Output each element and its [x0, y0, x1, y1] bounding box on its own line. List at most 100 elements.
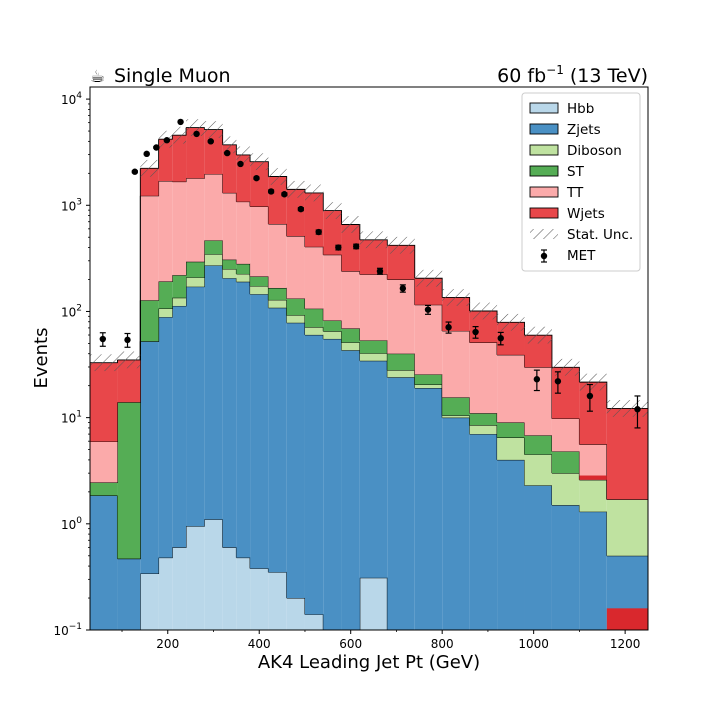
met-point-7	[193, 130, 200, 138]
legend-label: ST	[567, 164, 585, 180]
bar-zjets-5	[186, 286, 205, 527]
bar-tt-23	[579, 444, 607, 480]
plot-frame	[89, 86, 649, 631]
bar-zjets-21	[524, 485, 552, 630]
met-point-6	[177, 118, 184, 126]
bar-diboson-6	[204, 254, 223, 266]
bar-st-5	[186, 261, 205, 278]
stat-unc-band	[90, 119, 648, 417]
bar-wjets-14	[341, 224, 360, 272]
bar-zjets-12	[304, 334, 324, 615]
luminosity-value: 60 fb	[497, 65, 546, 87]
legend-swatch	[529, 123, 559, 135]
legend-entry-stat-unc-: Stat. Unc.	[530, 227, 633, 243]
bar-diboson-13	[323, 331, 342, 339]
legend-label: Wjets	[567, 206, 605, 222]
bar-zjets-16	[387, 377, 415, 630]
x-tick-label-0: 200	[156, 637, 179, 651]
met-point-23	[497, 331, 504, 346]
bar-hbb-10	[268, 572, 287, 630]
bar-diboson-22	[551, 473, 580, 506]
unc-bin-14	[341, 216, 360, 233]
bar-zjets-14	[341, 350, 360, 630]
bar-zjets-0	[90, 495, 118, 630]
y-tick-label-5: 104	[61, 91, 82, 107]
legend-label: TT	[566, 185, 584, 201]
highlight-wjets-1	[606, 608, 648, 630]
bar-diboson-23	[579, 479, 607, 512]
unc-bin-7	[222, 136, 237, 154]
met-point-11	[253, 174, 260, 182]
legend-label: Hbb	[567, 101, 594, 117]
legend-entry-hbb: Hbb	[529, 101, 594, 117]
bar-wjets-5	[186, 127, 205, 179]
legend-entry-zjets: Zjets	[529, 122, 601, 138]
bar-zjets-15	[359, 360, 388, 578]
bar-st-19	[469, 413, 498, 426]
met-point-20	[424, 304, 432, 315]
x-axis-label: AK4 Leading Jet Pt (GeV)	[258, 652, 480, 673]
unc-bin-22	[551, 358, 580, 376]
bar-hbb-13	[323, 630, 341, 635]
bar-wjets-0	[90, 362, 118, 442]
met-point-13	[281, 191, 288, 198]
bar-st-11	[286, 298, 305, 316]
bar-wjets-7	[222, 144, 237, 193]
bar-zjets-22	[551, 505, 580, 630]
x-tick-label-4: 1000	[518, 637, 549, 651]
bar-zjets-6	[204, 265, 223, 520]
bar-tt-8	[236, 201, 251, 264]
bar-hbb-9	[250, 568, 269, 630]
bar-st-15	[359, 340, 388, 354]
bar-wjets-13	[323, 210, 342, 255]
legend-swatch	[529, 144, 559, 156]
bar-diboson-19	[469, 425, 498, 435]
bar-st-1	[117, 402, 141, 559]
bar-st-9	[250, 276, 269, 287]
x-tick-label-3: 800	[431, 637, 454, 651]
bar-st-2	[140, 300, 159, 342]
legend-entry-wjets: Wjets	[529, 206, 605, 222]
met-marker-16	[335, 244, 342, 251]
met-point-3	[143, 150, 150, 158]
met-marker-18	[376, 267, 384, 275]
bar-st-10	[268, 287, 287, 300]
met-point-0	[99, 332, 107, 347]
met-point-15	[315, 228, 322, 236]
bar-wjets-3	[158, 139, 173, 182]
bar-zjets-18	[442, 417, 470, 630]
bar-zjets-8	[236, 281, 251, 558]
met-point-12	[267, 188, 275, 195]
bar-tt-17	[414, 304, 443, 375]
met-marker-21	[445, 324, 452, 331]
bar-tt-0	[90, 441, 118, 483]
met-marker-26	[586, 392, 594, 400]
bar-st-4	[172, 275, 187, 298]
bar-zjets-17	[414, 388, 443, 630]
plot-title-right: 60 fb−1 (13 TeV)	[497, 63, 648, 87]
legend-swatch	[529, 186, 559, 198]
unc-bin-23	[579, 373, 607, 391]
bar-wjets-1	[117, 359, 141, 403]
unc-bin-11	[286, 180, 305, 198]
bar-diboson-7	[222, 269, 237, 279]
bar-hbb-3	[158, 557, 173, 630]
legend-label: MET	[567, 248, 596, 264]
met-point-19	[399, 284, 407, 293]
bar-diboson-12	[304, 327, 324, 335]
bar-tt-3	[158, 181, 173, 282]
bar-tt-9	[250, 206, 269, 277]
bar-st-6	[204, 240, 223, 255]
bar-st-20	[497, 422, 525, 438]
bar-tt-20	[497, 354, 525, 423]
bar-tt-5	[186, 178, 205, 262]
y-tick-label-4: 103	[61, 197, 82, 213]
met-point-27	[634, 395, 641, 429]
bar-tt-22	[551, 418, 580, 452]
x-tick-label-5: 1200	[610, 637, 641, 651]
bar-st-14	[341, 328, 360, 343]
series-tt	[90, 173, 648, 630]
met-marker-23	[497, 334, 504, 342]
met-marker-11	[253, 174, 260, 182]
